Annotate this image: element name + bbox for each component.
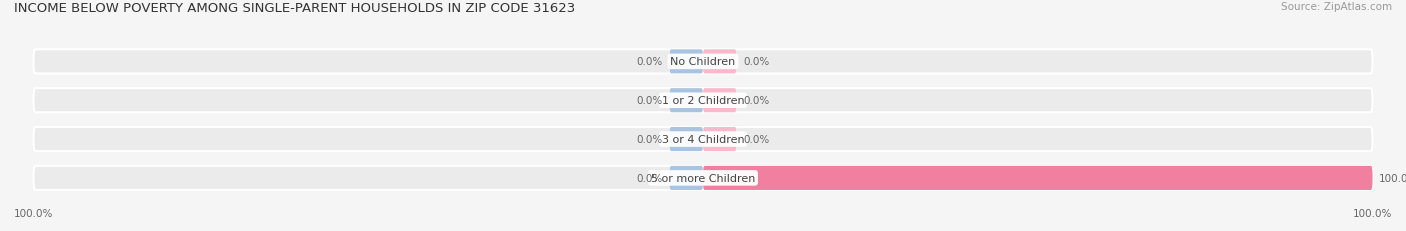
Text: 0.0%: 0.0% — [744, 96, 769, 106]
Text: INCOME BELOW POVERTY AMONG SINGLE-PARENT HOUSEHOLDS IN ZIP CODE 31623: INCOME BELOW POVERTY AMONG SINGLE-PARENT… — [14, 2, 575, 15]
FancyBboxPatch shape — [669, 166, 703, 190]
Text: 0.0%: 0.0% — [637, 134, 662, 144]
FancyBboxPatch shape — [703, 166, 1372, 190]
Text: 0.0%: 0.0% — [744, 134, 769, 144]
FancyBboxPatch shape — [703, 89, 737, 113]
FancyBboxPatch shape — [703, 50, 737, 74]
Text: 100.0%: 100.0% — [1353, 208, 1392, 218]
FancyBboxPatch shape — [34, 89, 1372, 113]
Text: 100.0%: 100.0% — [1379, 173, 1406, 183]
FancyBboxPatch shape — [669, 128, 703, 152]
FancyBboxPatch shape — [669, 50, 703, 74]
Text: 100.0%: 100.0% — [14, 208, 53, 218]
Text: Source: ZipAtlas.com: Source: ZipAtlas.com — [1281, 2, 1392, 12]
FancyBboxPatch shape — [34, 166, 1372, 190]
Text: 1 or 2 Children: 1 or 2 Children — [662, 96, 744, 106]
Text: 0.0%: 0.0% — [637, 173, 662, 183]
Text: No Children: No Children — [671, 57, 735, 67]
Text: 3 or 4 Children: 3 or 4 Children — [662, 134, 744, 144]
FancyBboxPatch shape — [669, 89, 703, 113]
FancyBboxPatch shape — [703, 128, 737, 152]
Text: 0.0%: 0.0% — [637, 57, 662, 67]
Text: 0.0%: 0.0% — [637, 96, 662, 106]
Text: 5 or more Children: 5 or more Children — [651, 173, 755, 183]
FancyBboxPatch shape — [34, 50, 1372, 74]
Text: 0.0%: 0.0% — [744, 57, 769, 67]
FancyBboxPatch shape — [34, 128, 1372, 152]
